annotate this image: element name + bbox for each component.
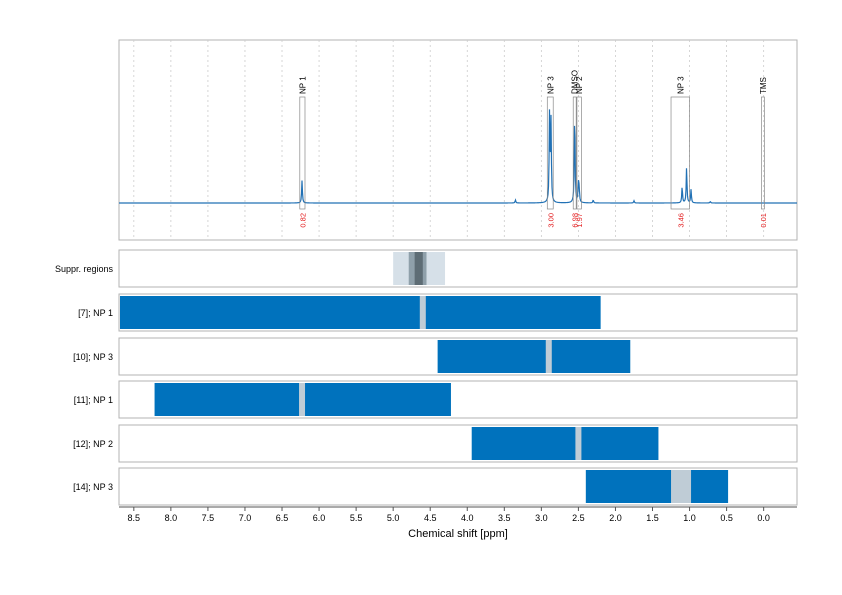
- integration-box: [572, 96, 577, 210]
- x-tick-label: 2.5: [572, 513, 585, 523]
- window-row: [10]; NP 3: [73, 337, 798, 376]
- window-row: [14]; NP 3: [73, 467, 798, 506]
- x-axis: 8.5 8.0 7.5 7.0 6.5 6.0 5.5 5.0 4.5 4.0 3.5 3.0 2.5 2…: [119, 506, 797, 523]
- x-axis-label: Chemical shift [ppm]: [408, 528, 508, 540]
- integral-value: 3.46: [676, 213, 685, 228]
- x-tick-label: 4.5: [424, 513, 437, 523]
- window-marker: [419, 296, 426, 329]
- spectrum-frame: [118, 39, 798, 241]
- row-label: [12]; NP 2: [73, 439, 113, 449]
- spectrum-panel: NP 1 0.82 NP 3 3.00 DMSO 6.98 NP 2 1.97 NP 3 3.46…: [118, 39, 798, 241]
- integral-value: 3.00: [546, 213, 555, 228]
- window-marker: [671, 470, 692, 503]
- integration-box: [546, 96, 554, 210]
- window-row: Suppr. regions: [55, 249, 798, 288]
- window-bar: [437, 340, 631, 373]
- x-tick-label: 7.5: [202, 513, 215, 523]
- window-marker: [545, 340, 552, 373]
- peak-label: NP 1: [298, 76, 307, 94]
- row-label: [14]; NP 3: [73, 482, 113, 492]
- suppression-inner: [414, 252, 423, 285]
- window-row: [12]; NP 2: [73, 424, 798, 463]
- window-bar: [471, 427, 659, 460]
- x-tick-label: 7.0: [239, 513, 252, 523]
- window-bar: [120, 296, 601, 329]
- peak-label: NP 3: [546, 76, 555, 94]
- x-tick-label: 0.0: [757, 513, 770, 523]
- x-tick-label: 6.5: [276, 513, 289, 523]
- integral-value: 0.82: [298, 213, 307, 228]
- window-row: [11]; NP 1: [74, 380, 798, 419]
- row-label: [7]; NP 1: [78, 308, 113, 318]
- x-tick-label: 3.0: [535, 513, 548, 523]
- x-tick-label: 4.0: [461, 513, 474, 523]
- x-tick-label: 8.0: [165, 513, 178, 523]
- integration-box: [299, 96, 306, 210]
- x-tick-label: 3.5: [498, 513, 511, 523]
- window-marker: [575, 427, 582, 460]
- integral-value: 0.01: [759, 213, 768, 228]
- row-label: [10]; NP 3: [73, 352, 113, 362]
- peak-label: NP 2: [575, 76, 584, 94]
- window-marker: [299, 383, 306, 416]
- x-tick-label: 1.0: [683, 513, 696, 523]
- row-label: [11]; NP 1: [74, 395, 113, 405]
- x-tick-label: 5.0: [387, 513, 400, 523]
- window-panels: Suppr. regions [7]; NP 1 [10]; NP 3 [11]; N…: [55, 249, 798, 506]
- spectrum-line: [119, 109, 797, 204]
- x-tick-label: 6.0: [313, 513, 326, 523]
- window-row: [7]; NP 1: [78, 293, 798, 332]
- x-tick-label: 8.5: [128, 513, 141, 523]
- integration-box: [761, 96, 765, 210]
- integral-value: 6.98: [571, 213, 580, 228]
- integral-value: 1.97: [575, 213, 584, 228]
- window-bar: [585, 470, 729, 503]
- integration-box: [670, 96, 690, 210]
- peak-label: DMSO: [571, 70, 580, 94]
- x-tick-label: 0.5: [720, 513, 733, 523]
- x-tick-label: 1.5: [646, 513, 659, 523]
- peak-label: TMS: [759, 77, 768, 94]
- row-frame: [118, 249, 798, 288]
- peak-label: NP 3: [676, 76, 685, 94]
- row-frame: [118, 424, 798, 463]
- x-tick-label: 2.0: [609, 513, 622, 523]
- x-tick-label: 5.5: [350, 513, 363, 523]
- integration-box: [576, 96, 582, 210]
- row-label: Suppr. regions: [55, 264, 114, 274]
